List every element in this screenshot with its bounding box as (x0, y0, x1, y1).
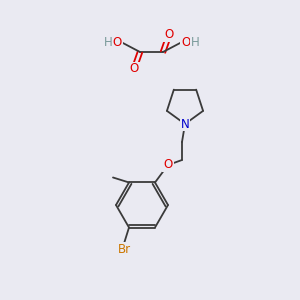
Text: H: H (103, 35, 112, 49)
Text: N: N (181, 118, 189, 130)
Text: O: O (112, 35, 122, 49)
Text: O: O (129, 62, 139, 76)
Text: H: H (190, 35, 200, 49)
Text: O: O (164, 28, 174, 41)
Text: O: O (182, 35, 190, 49)
Text: Br: Br (117, 243, 130, 256)
Text: O: O (164, 158, 172, 172)
